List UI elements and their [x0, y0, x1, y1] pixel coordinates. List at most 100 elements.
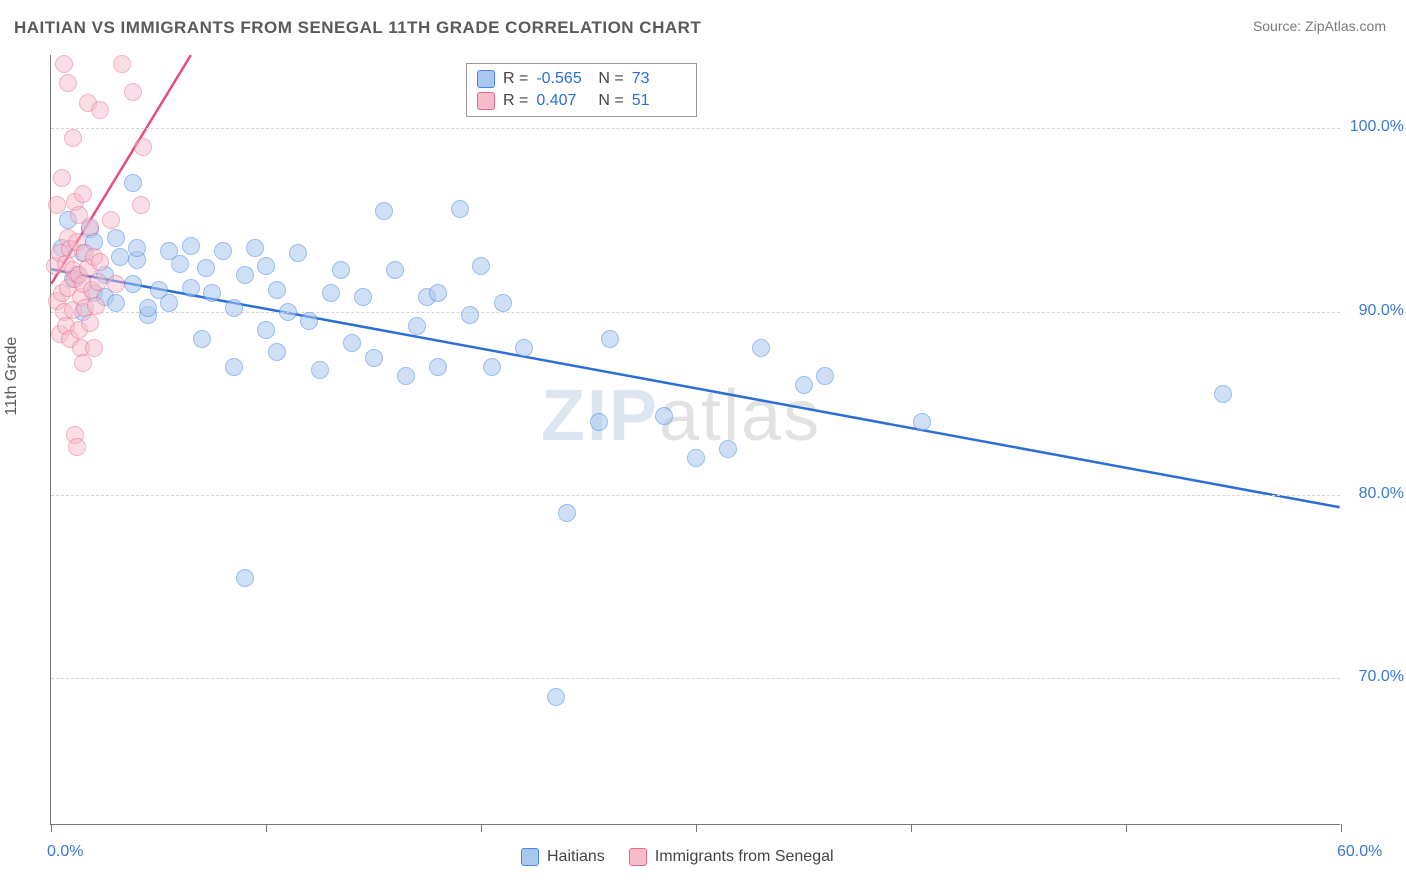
- series-swatch: [477, 92, 495, 110]
- scatter-point: [687, 449, 705, 467]
- stats-row: R =0.407N =51: [477, 90, 686, 112]
- scatter-point: [1214, 385, 1232, 403]
- scatter-point: [365, 349, 383, 367]
- scatter-point: [257, 257, 275, 275]
- scatter-point: [515, 339, 533, 357]
- scatter-point: [655, 407, 673, 425]
- legend-bottom: Haitians Immigrants from Senegal: [521, 848, 834, 866]
- stats-legend-box: R =-0.565N =73R =0.407N =51: [466, 63, 697, 117]
- trend-line: [51, 269, 1339, 507]
- scatter-point: [81, 218, 99, 236]
- y-tick-label: 70.0%: [1359, 668, 1404, 686]
- scatter-point: [193, 330, 211, 348]
- scatter-point: [124, 275, 142, 293]
- scatter-point: [236, 569, 254, 587]
- scatter-point: [375, 202, 393, 220]
- scatter-point: [64, 129, 82, 147]
- x-tick-label: 0.0%: [47, 843, 83, 861]
- scatter-point: [322, 284, 340, 302]
- scatter-point: [719, 440, 737, 458]
- legend-item: Immigrants from Senegal: [629, 848, 834, 866]
- scatter-point: [102, 211, 120, 229]
- scatter-point: [134, 138, 152, 156]
- scatter-point: [397, 367, 415, 385]
- scatter-point: [197, 259, 215, 277]
- scatter-point: [111, 248, 129, 266]
- scatter-point: [74, 185, 92, 203]
- stat-label-n: N =: [598, 68, 623, 90]
- scatter-point: [913, 413, 931, 431]
- plot-area: ZIPatlas R =-0.565N =73R =0.407N =51 Hai…: [50, 55, 1340, 825]
- stat-value-r: -0.565: [536, 68, 590, 90]
- scatter-point: [795, 376, 813, 394]
- scatter-point: [107, 229, 125, 247]
- gridline-h: [51, 312, 1340, 313]
- scatter-point: [214, 242, 232, 260]
- scatter-point: [472, 257, 490, 275]
- scatter-point: [203, 284, 221, 302]
- scatter-point: [74, 354, 92, 372]
- y-tick-label: 80.0%: [1359, 485, 1404, 503]
- scatter-point: [601, 330, 619, 348]
- scatter-point: [53, 169, 71, 187]
- scatter-point: [752, 339, 770, 357]
- scatter-point: [225, 358, 243, 376]
- scatter-point: [451, 200, 469, 218]
- stat-label-r: R =: [503, 90, 528, 112]
- scatter-point: [124, 83, 142, 101]
- scatter-point: [236, 266, 254, 284]
- scatter-point: [461, 306, 479, 324]
- scatter-point: [429, 284, 447, 302]
- scatter-point: [558, 504, 576, 522]
- legend-swatch: [629, 848, 647, 866]
- scatter-point: [300, 312, 318, 330]
- y-tick-label: 90.0%: [1359, 302, 1404, 320]
- trend-lines: [51, 55, 1340, 824]
- scatter-point: [429, 358, 447, 376]
- scatter-point: [311, 361, 329, 379]
- scatter-point: [68, 438, 86, 456]
- gridline-h: [51, 678, 1340, 679]
- scatter-point: [257, 321, 275, 339]
- scatter-point: [48, 196, 66, 214]
- scatter-point: [128, 239, 146, 257]
- y-axis-label: 11th Grade: [3, 337, 21, 416]
- x-tick-label: 60.0%: [1337, 843, 1382, 861]
- x-tick-mark: [1126, 824, 1127, 832]
- scatter-point: [91, 101, 109, 119]
- x-tick-mark: [266, 824, 267, 832]
- scatter-point: [139, 299, 157, 317]
- scatter-point: [107, 275, 125, 293]
- gridline-h: [51, 128, 1340, 129]
- scatter-point: [279, 303, 297, 321]
- scatter-point: [246, 239, 264, 257]
- x-tick-mark: [51, 824, 52, 832]
- scatter-point: [268, 343, 286, 361]
- scatter-point: [494, 294, 512, 312]
- scatter-point: [483, 358, 501, 376]
- x-tick-mark: [911, 824, 912, 832]
- scatter-point: [59, 74, 77, 92]
- legend-item: Haitians: [521, 848, 605, 866]
- scatter-point: [160, 294, 178, 312]
- scatter-point: [182, 237, 200, 255]
- scatter-point: [85, 339, 103, 357]
- stat-label-n: N =: [598, 90, 623, 112]
- stats-row: R =-0.565N =73: [477, 68, 686, 90]
- scatter-point: [289, 244, 307, 262]
- scatter-point: [225, 299, 243, 317]
- scatter-point: [87, 297, 105, 315]
- scatter-point: [590, 413, 608, 431]
- scatter-point: [268, 281, 286, 299]
- scatter-point: [386, 261, 404, 279]
- series-swatch: [477, 70, 495, 88]
- scatter-point: [408, 317, 426, 335]
- stat-value-n: 51: [632, 90, 686, 112]
- scatter-point: [124, 174, 142, 192]
- watermark: ZIPatlas: [541, 375, 821, 457]
- x-tick-mark: [696, 824, 697, 832]
- scatter-point: [343, 334, 361, 352]
- gridline-h: [51, 495, 1340, 496]
- x-tick-mark: [1341, 824, 1342, 832]
- scatter-point: [171, 255, 189, 273]
